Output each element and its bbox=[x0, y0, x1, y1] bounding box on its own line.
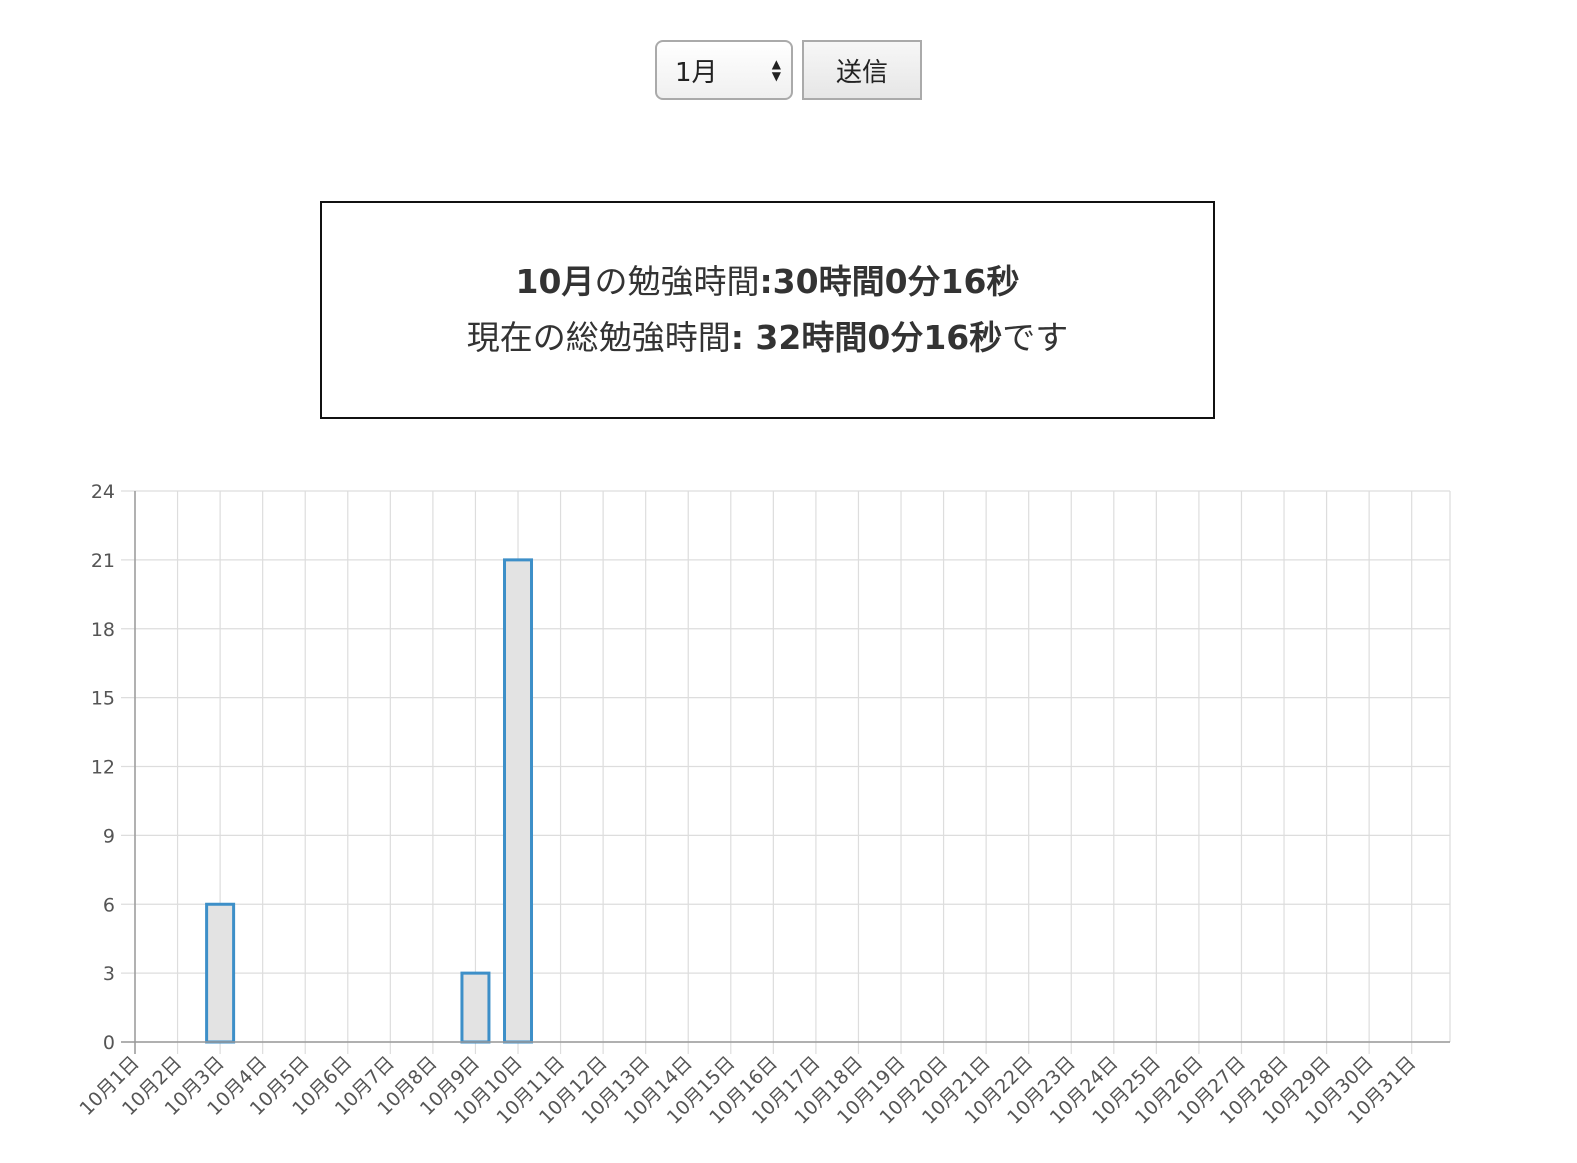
y-tick-label: 0 bbox=[103, 1032, 115, 1054]
bar-10月9日 bbox=[460, 971, 491, 1044]
submit-button[interactable]: 送信 bbox=[802, 40, 922, 100]
total-study-time-suffix: です bbox=[1002, 318, 1069, 357]
y-tick-label: 3 bbox=[103, 963, 115, 985]
y-tick-label: 24 bbox=[91, 481, 115, 503]
chart-grid bbox=[121, 490, 1451, 1054]
y-tick-labels: 0 3 6 9 12 15 18 21 24 bbox=[91, 481, 115, 1054]
y-tick-label: 21 bbox=[91, 550, 115, 572]
summary-month: 10月 bbox=[515, 262, 595, 301]
x-tick-labels: 10月1日10月2日10月3日10月4日10月5日10月6日10月7日10月8日… bbox=[75, 1052, 1420, 1129]
y-tick-label: 15 bbox=[91, 688, 115, 710]
month-form: 1月 ▲ ▼ 送信 bbox=[0, 40, 1577, 100]
summary-connector: の勉強時間 bbox=[594, 262, 760, 301]
month-select[interactable]: 1月 ▲ ▼ bbox=[655, 40, 793, 100]
chart-bars bbox=[205, 558, 534, 1044]
monthly-study-time: 10月の勉強時間:30時間0分16秒 bbox=[516, 254, 1020, 310]
y-tick-label: 18 bbox=[91, 619, 115, 641]
submit-button-label: 送信 bbox=[835, 57, 888, 88]
bar-10月3日 bbox=[205, 902, 236, 1044]
daily-study-chart: 0 3 6 9 12 15 18 21 24 10月1日10月2日10月3日10月4日10月5日… bbox=[75, 481, 1451, 1129]
monthly-study-time-value: :30時間0分16秒 bbox=[759, 262, 1020, 301]
select-arrows-icon: ▲ ▼ bbox=[771, 57, 781, 83]
total-study-time: 現在の総勉強時間: 32時間0分16秒です bbox=[467, 310, 1069, 366]
total-study-time-label: 現在の総勉強時間 bbox=[466, 318, 731, 357]
y-tick-label: 12 bbox=[91, 757, 115, 779]
y-tick-label: 9 bbox=[103, 825, 115, 847]
bar-10月10日 bbox=[503, 558, 534, 1044]
month-select-value: 1月 bbox=[675, 57, 718, 88]
chart-axes bbox=[121, 491, 1450, 1054]
study-time-summary: 10月の勉強時間:30時間0分16秒 現在の総勉強時間: 32時間0分16秒です bbox=[320, 201, 1215, 419]
y-tick-label: 6 bbox=[103, 894, 115, 916]
total-study-time-value: : 32時間0分16秒 bbox=[730, 318, 1003, 357]
